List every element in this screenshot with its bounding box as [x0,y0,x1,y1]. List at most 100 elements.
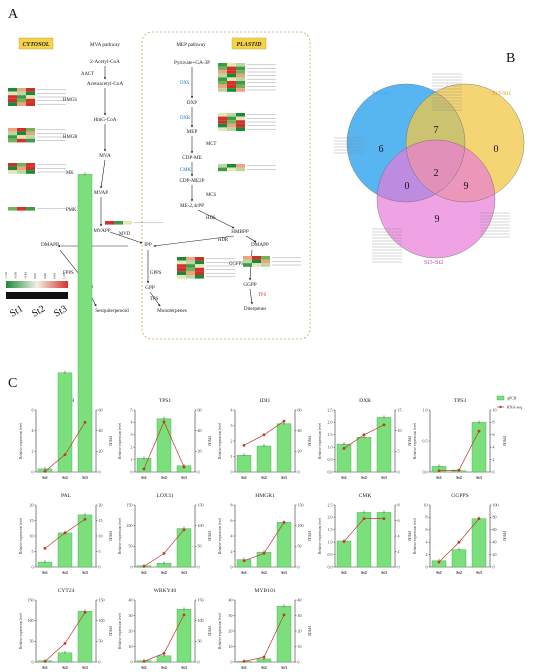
x-tick-label: St3 [181,570,187,575]
heatmap-cell [177,264,186,268]
heatmap-cell [17,102,26,106]
rnaseq-point [182,528,186,532]
x-tick-label: St2 [261,475,267,480]
y2-tick-label: 50 [198,544,202,549]
rnaseq-point [262,433,266,437]
heatmap-cell [26,91,35,96]
venn-set-label-st2-st1: St2-St1 [372,90,392,97]
rnaseq-point [142,467,146,471]
heatmap-cell [195,271,204,275]
heatmap-cell [227,63,236,67]
qpcr-bar [276,522,292,568]
scale-tick-label: 0.40 [43,273,47,279]
heatmap-cell [17,166,26,171]
qpcr-bar [256,445,272,473]
y-axis-title: Relative expression level [118,423,122,459]
venn-count-st2-st1-only: 6 [379,144,384,155]
y2-axis-title: FPKM [502,436,506,447]
legend-qpcr-swatch [496,395,505,401]
y-tick-label: 0 [131,659,133,664]
y2-tick-label: 6 [493,432,495,437]
heatmap-cell [243,263,252,267]
heatmap-cell [17,163,26,167]
rnaseq-point [182,613,186,617]
rnaseq-point [457,540,461,544]
heatmap-cell [218,81,227,85]
y-tick-label: 0.5 [423,438,428,443]
stage-label-st1: St1 [8,303,25,319]
heatmap-block [8,128,66,143]
heatmap-cell [218,127,227,131]
x-tick-label: St1 [42,475,48,480]
y2-tick-label: 40 [198,428,202,433]
x-tick-label: St1 [341,475,347,480]
heatmap-cell [227,123,236,128]
enzyme-cmk: CMK [180,168,191,173]
chart-cyt24: CYT24 0 50 100 150 0 50 100 150 Relative expressi… [19,588,112,670]
y-tick-label: 40 [129,597,133,602]
metabolite-acetyl: 2-Acetyl-CoA [90,59,120,65]
chart-title: WRKY40 [154,588,177,594]
scale-tick-label: 0.80 [53,273,57,279]
y-tick-label: 2.5 [328,502,333,507]
x-tick-label: St2 [361,475,367,480]
y-tick-label: 2.0 [328,515,333,520]
heatmap-cell [236,84,245,89]
heatmap-block [218,113,276,131]
heatmap-cell [26,102,35,106]
qpcr-bar [176,528,192,568]
heatmap-cell [195,267,204,272]
heatmap-cell [8,91,17,96]
rnaseq-point [83,517,87,521]
y-tick-label: 2.5 [328,407,333,412]
enzyme-hmgr: HMGR [63,135,78,140]
pathway-arrow [249,288,253,305]
y-axis-title: Relative expression level [218,423,222,459]
y-tick-label: 0.5 [328,552,333,557]
venn-count-bc: 9 [464,181,469,192]
heatmap-block [218,63,276,92]
y2-tick-label: 0 [99,659,101,664]
heatmap-cell [26,163,35,167]
pathway-arrow [109,231,143,244]
heatmap-cell [8,207,17,211]
heatmap-cell [227,70,236,74]
heatmap-cell [218,120,227,124]
rnaseq-point [457,468,461,472]
heatmap-cell [177,275,186,279]
y2-tick-label: 60 [99,407,103,412]
y2-axis-title: FPKM [307,531,311,542]
y2-tick-label: 50 [99,639,103,644]
heatmap-cell [218,88,227,92]
heatmap-cell [26,170,35,174]
y-axis-title: Relative expression level [19,518,23,554]
heatmap-cell [218,73,227,78]
rnaseq-point [182,465,186,469]
rnaseq-point [43,659,47,663]
y-tick-label: 1.5 [328,432,333,437]
heatmap-cell [236,81,245,85]
mep-pathway-title: MEP pathway [176,42,206,48]
y2-axis-title: FPKM [108,626,112,637]
heatmap-cell [8,170,17,174]
heatmap-cell [17,170,26,174]
x-tick-label: St3 [82,665,88,670]
y2-tick-label: 20 [493,552,497,557]
y2-tick-label: 150 [99,597,105,602]
metabolite-ipp: IPP [144,242,152,248]
panel-letter-b: B [506,51,515,66]
y2-tick-label: 60 [493,527,497,532]
venn-gene-list [372,228,402,263]
rnaseq-point [83,611,87,614]
heatmap-cell [227,120,236,124]
scale-tick-label: -0.40 [23,272,27,279]
y-tick-label: 5 [32,549,34,554]
qpcr-bar [57,372,73,473]
enzyme-dxr: DXR [180,116,191,121]
y-axis-title: Relative expression level [218,518,222,554]
heatmap-cell [195,257,204,261]
heatmap-cell [227,113,236,117]
heatmap-cell [177,260,186,265]
x-tick-label: St1 [141,570,147,575]
rnaseq-point [282,419,286,423]
